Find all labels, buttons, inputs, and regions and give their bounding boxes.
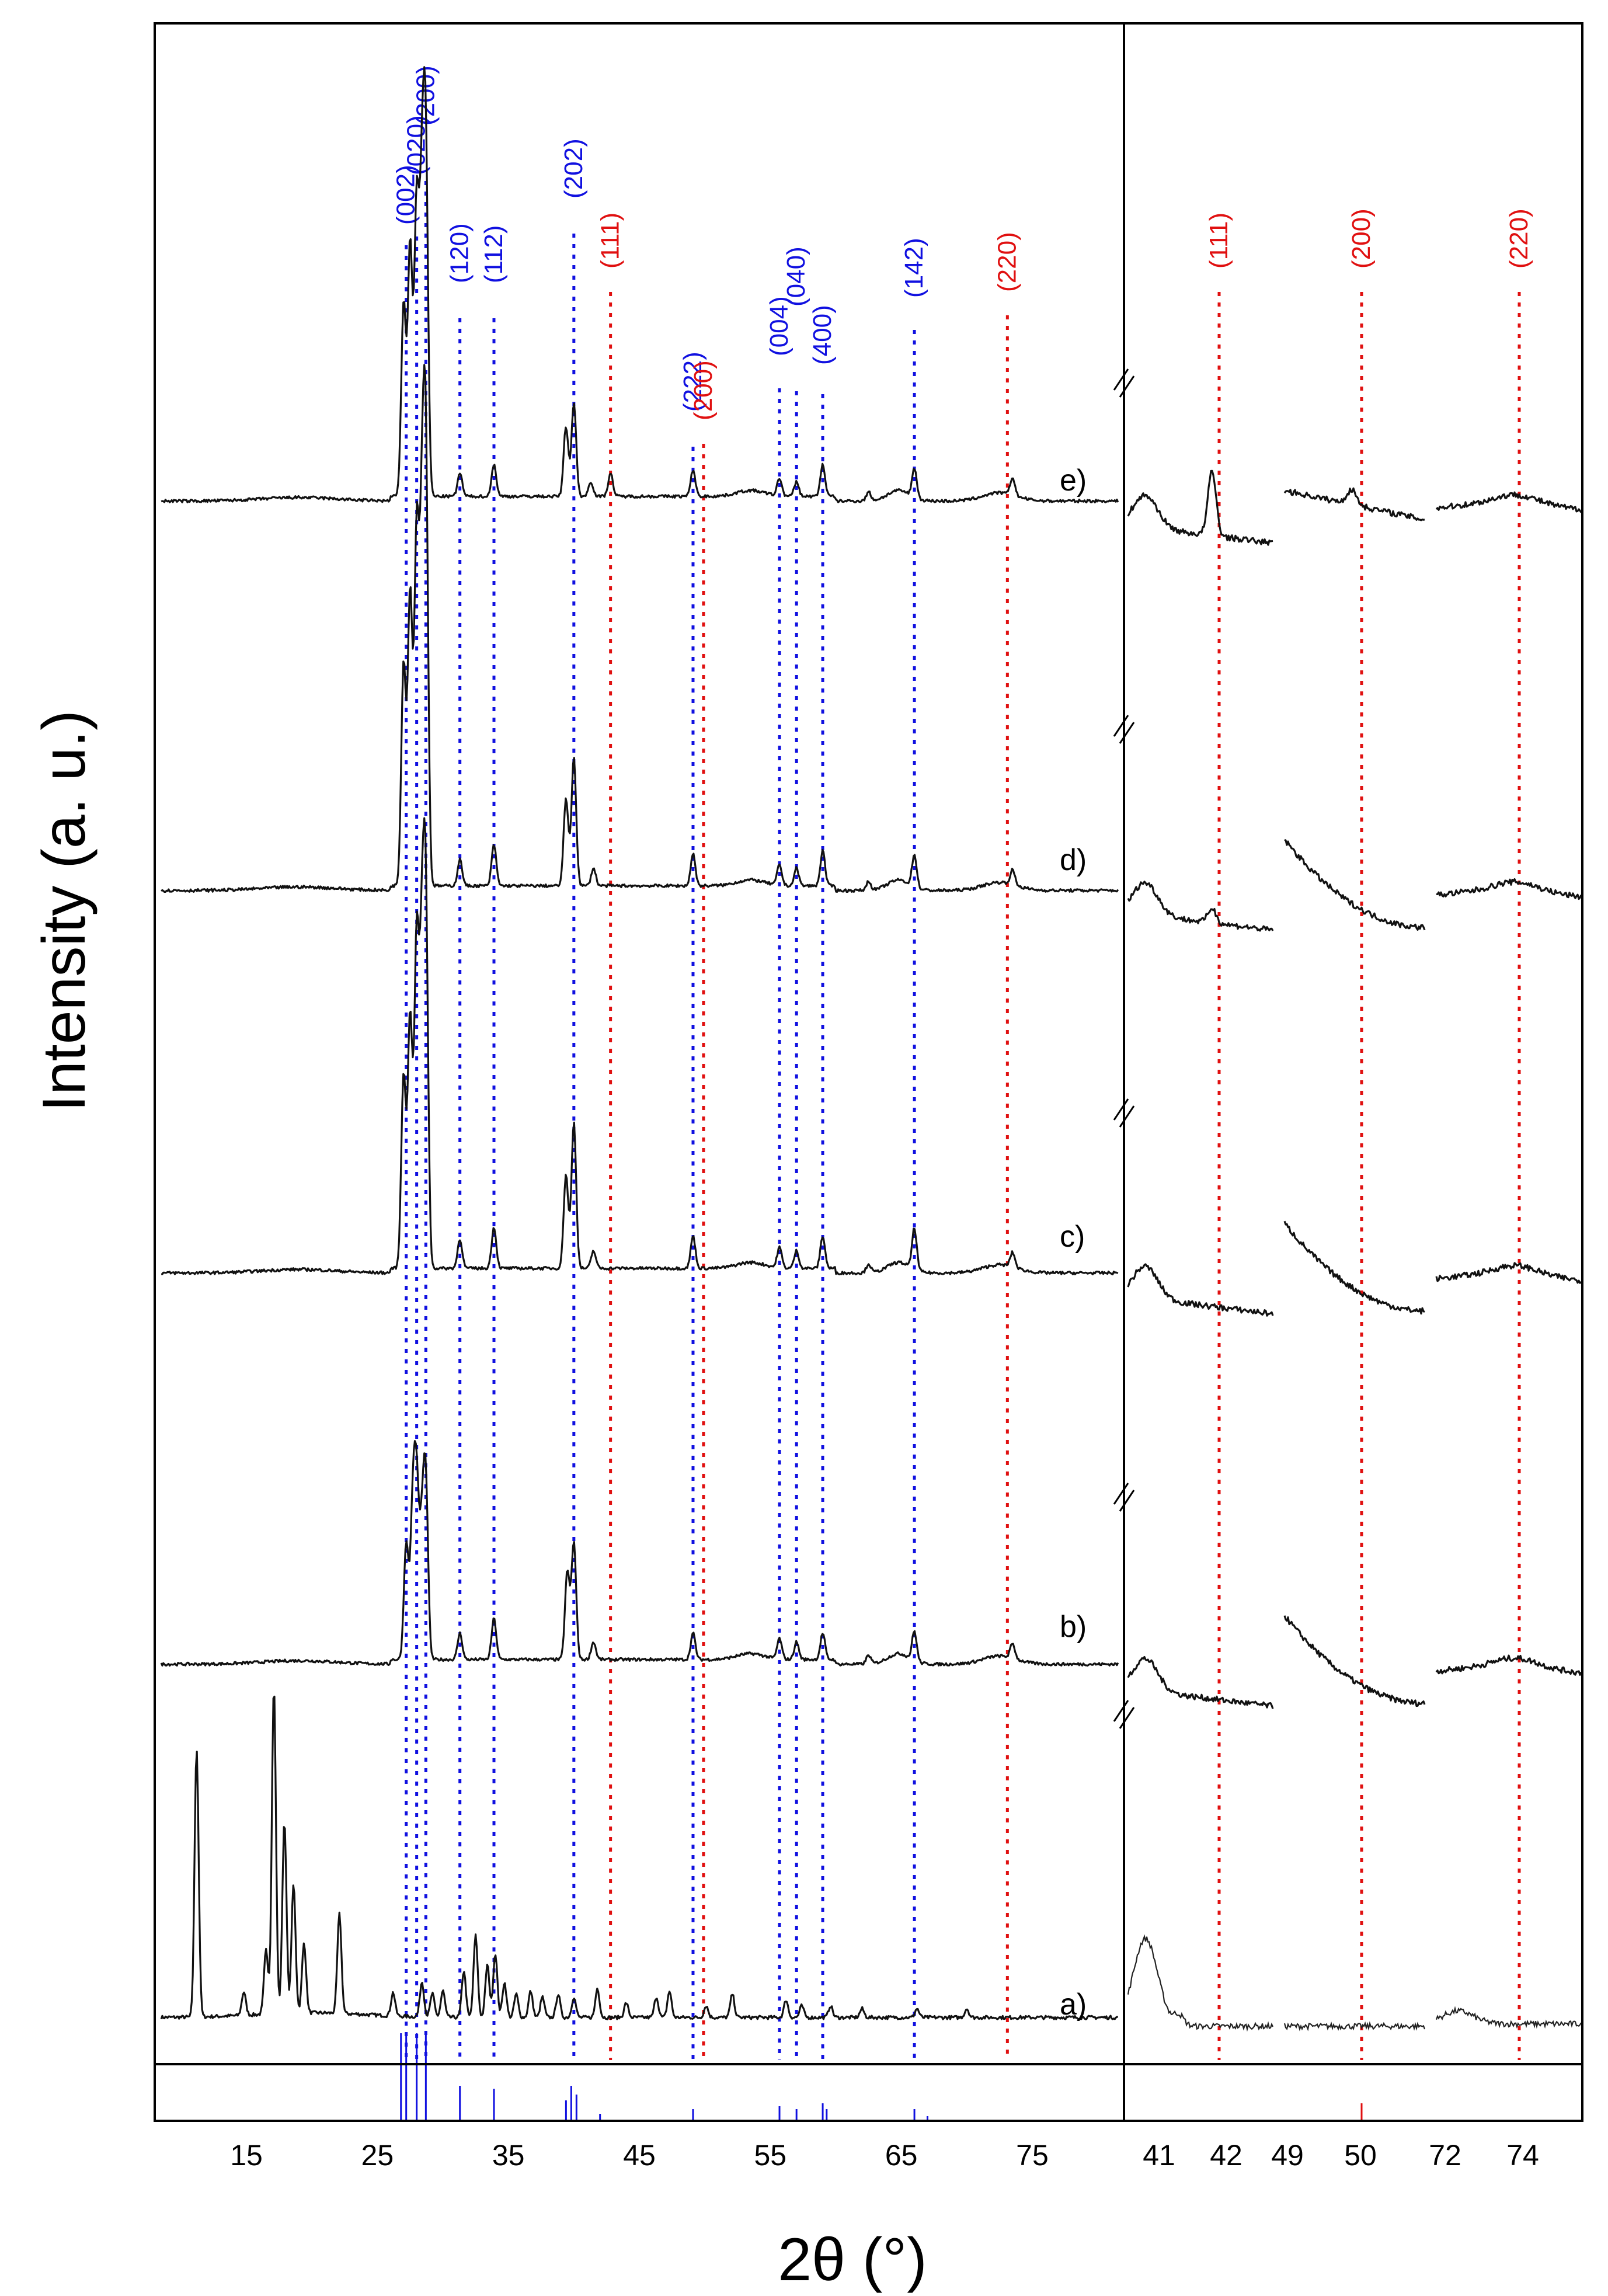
inset-trace-b [1283, 1615, 1426, 1707]
x-tick-label: 45 [623, 2139, 656, 2172]
hkl-label-blue: (112) [479, 225, 508, 283]
hkl-label-blue: (400) [808, 305, 837, 365]
inset-trace-a [1283, 2021, 1426, 2031]
inset-trace-a [1435, 2006, 1582, 2029]
reference-lines [405, 181, 1521, 2060]
hkl-label-blue: (202) [559, 138, 588, 199]
x-tick-label: 15 [230, 2139, 263, 2172]
series-label-d: d) [1060, 843, 1087, 877]
x-tick-label-inset: 50 [1344, 2139, 1377, 2172]
x-tick-label-inset: 72 [1429, 2139, 1461, 2172]
inset-hkl-label-red: (111) [1205, 213, 1233, 269]
x-tick-labels: 15 25 35 45 55 65 75 41 42 49 50 72 74 [230, 2139, 1539, 2172]
break-mark [1113, 368, 1129, 391]
inset-trace-e [1435, 491, 1582, 513]
axis-break-marks [1113, 368, 1135, 1729]
inset-trace-e [1127, 469, 1273, 546]
x-tick-label-inset: 41 [1143, 2139, 1175, 2172]
inset-trace-e [1283, 487, 1425, 521]
trace-b [160, 1440, 1119, 1667]
y-axis-label: Intensity (a. u.) [30, 710, 98, 1112]
x-tick-label: 35 [492, 2139, 525, 2172]
series-label-c: c) [1060, 1220, 1085, 1254]
inset-trace-c [1435, 1262, 1582, 1284]
hkl-label-red: (220) [993, 232, 1021, 292]
break-mark [1119, 722, 1135, 744]
plot-frame [154, 22, 1583, 2122]
break-mark [1113, 715, 1129, 737]
break-mark [1119, 1490, 1135, 1512]
trace-a [160, 1695, 1118, 2020]
series-label-b: b) [1060, 1610, 1087, 1644]
inset-trace-b [1127, 1655, 1274, 1709]
inset-trace-d [1436, 878, 1582, 900]
series-labels: a) b) c) d) e) [1060, 464, 1087, 2022]
hkl-label-blue: (120) [445, 223, 474, 283]
inset-trace-a [1127, 1934, 1273, 2032]
x-tick-label-inset: 42 [1210, 2139, 1242, 2172]
trace-d [161, 364, 1119, 893]
break-mark [1119, 375, 1135, 398]
series-label-a: a) [1060, 1988, 1087, 2022]
break-mark [1113, 1700, 1129, 1722]
plot-frames [154, 22, 1583, 2122]
hkl-label-red: (111) [596, 213, 625, 269]
hkl-label-blue: (222) [678, 352, 707, 412]
break-mark [1113, 1098, 1129, 1121]
series-label-e: e) [1060, 464, 1087, 498]
x-tick-label: 75 [1016, 2139, 1049, 2172]
break-mark [1119, 1707, 1135, 1729]
x-tick-label-inset: 74 [1506, 2139, 1539, 2172]
x-tick-label-inset: 49 [1271, 2139, 1304, 2172]
inset-hkl-label-red: (220) [1505, 208, 1533, 269]
hkl-label-blue: (040) [782, 246, 810, 307]
break-mark [1119, 1105, 1135, 1128]
diffraction-traces [160, 66, 1582, 2032]
reference-bars [400, 2033, 1363, 2121]
inset-hkl-label-red: (200) [1347, 208, 1376, 269]
break-mark [1113, 1483, 1129, 1505]
x-tick-label: 65 [885, 2139, 918, 2172]
trace-e [161, 66, 1119, 504]
inset-trace-c [1283, 1220, 1425, 1315]
x-tick-label: 25 [361, 2139, 394, 2172]
hkl-label-blue: (142) [900, 238, 928, 298]
hkl-label-blue: (004) [765, 296, 793, 356]
inset-trace-d [1284, 839, 1426, 931]
x-tick-label: 55 [754, 2139, 787, 2172]
trace-c [161, 817, 1119, 1276]
inset-trace-c [1127, 1263, 1274, 1317]
inset-trace-b [1435, 1654, 1582, 1676]
inset-trace-d [1127, 881, 1274, 932]
x-axis-label: 2θ (°) [778, 2226, 927, 2294]
hkl-label-red: (200) [689, 360, 718, 420]
